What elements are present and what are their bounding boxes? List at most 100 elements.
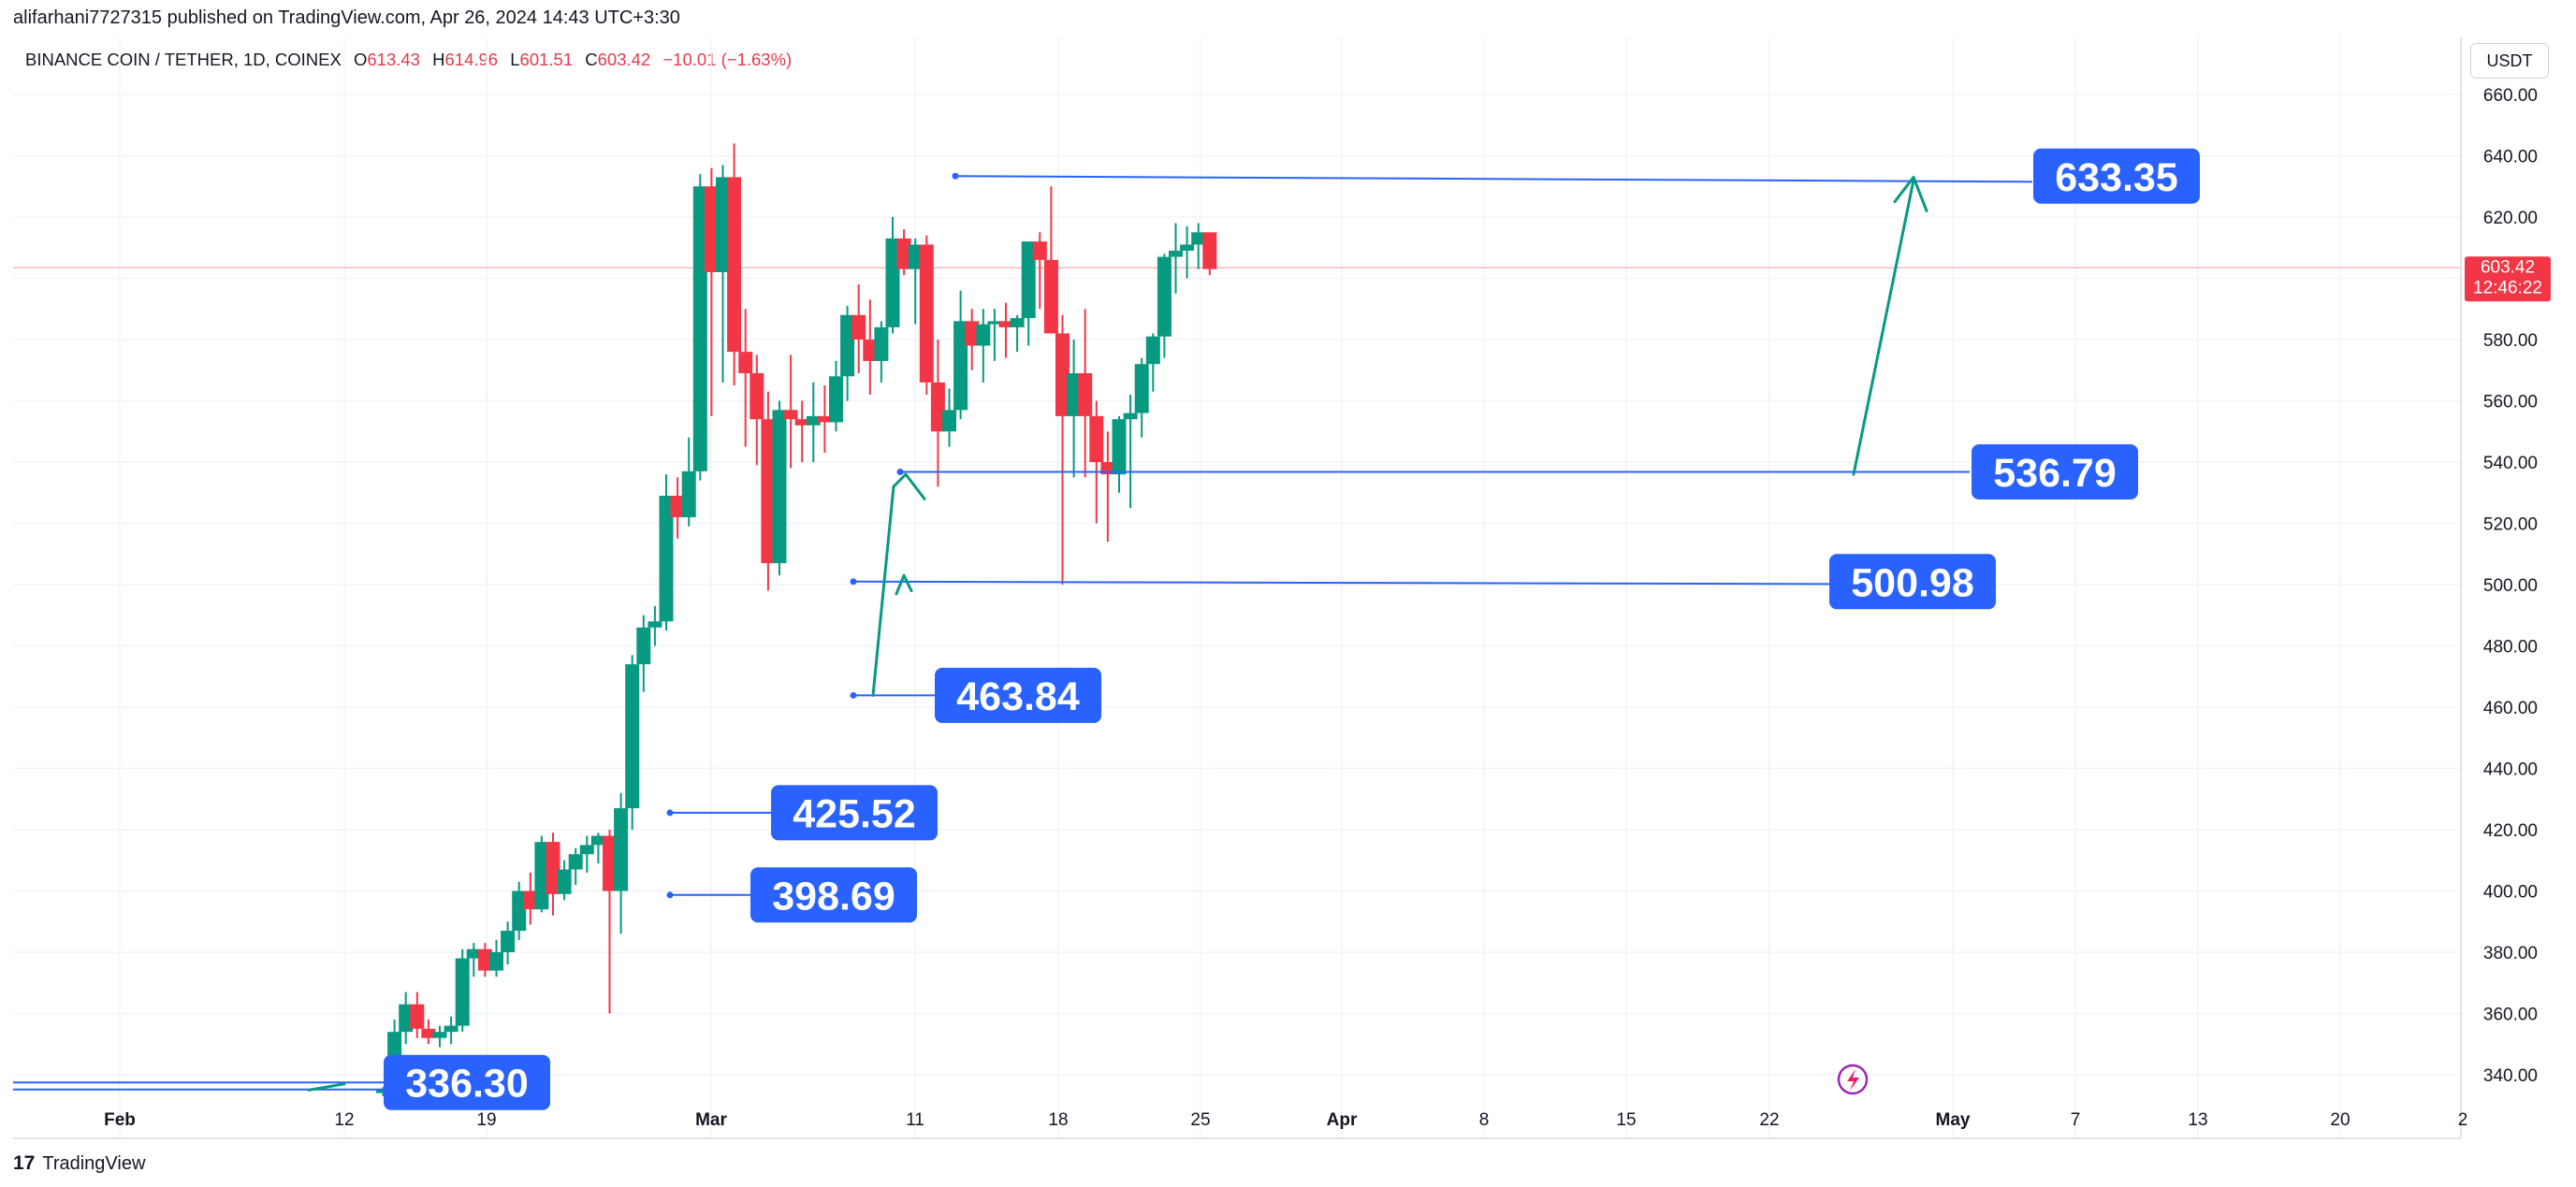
candle-body	[919, 244, 934, 383]
x-tick-label: Apr	[1327, 1110, 1358, 1130]
candle-body	[750, 373, 764, 420]
level-line-633[interactable]	[954, 175, 2033, 183]
candle-body	[930, 382, 945, 432]
candle-body	[421, 1028, 436, 1038]
x-tick-label: 19	[476, 1110, 496, 1130]
price-label-text: 398.69	[772, 874, 895, 919]
candle-body	[399, 1004, 414, 1033]
trend-arrow-head[interactable]	[892, 472, 926, 500]
candle-body	[670, 496, 685, 517]
drawings[interactable]: 633.35 536.79 500.98 463.84 425.52 398.69 336.…	[13, 148, 2200, 1110]
trend-arrow-head-2[interactable]	[895, 573, 913, 596]
price-label-bg	[1972, 444, 2138, 500]
candle-body	[681, 470, 696, 517]
candle-body	[761, 419, 776, 564]
candle-body	[817, 415, 832, 423]
close-value: 603.42	[597, 50, 651, 69]
price-label-text: 633.35	[2055, 155, 2178, 200]
price-label[interactable]: 398.69	[750, 867, 917, 923]
price-tag-price: 603.42	[2481, 257, 2535, 277]
level-handle-425[interactable]	[666, 809, 674, 817]
y-tick-label: 620.00	[2483, 209, 2538, 228]
close-label: C	[585, 50, 598, 69]
candle-body	[1191, 232, 1206, 245]
high-value: 614.96	[444, 50, 499, 69]
candle-body	[794, 419, 809, 426]
candle-body	[455, 958, 470, 1026]
candle-body	[704, 186, 719, 272]
price-tag-countdown: 12:46:22	[2473, 278, 2542, 297]
x-tick-label: 12	[334, 1110, 354, 1130]
candle-body	[806, 415, 821, 426]
change-value: −10.01 (−1.63%)	[662, 50, 793, 69]
candle-body	[885, 238, 900, 327]
candle-body	[477, 948, 492, 971]
price-axis[interactable]: 340.00 360.00 380.00 400.00 420.00 440.00 460.…	[2483, 86, 2538, 1086]
price-label[interactable]: 633.35	[2033, 148, 2200, 204]
level-handle-463[interactable]	[850, 691, 857, 699]
price-label[interactable]: 336.30	[384, 1054, 550, 1110]
y-tick-label: 340.00	[2483, 1066, 2538, 1086]
candles	[376, 143, 1217, 1096]
trend-arrow-shaft[interactable]	[871, 485, 895, 697]
currency-button[interactable]: USDT	[2470, 43, 2549, 79]
x-tick-label: 18	[1048, 1110, 1068, 1130]
candle-body	[692, 186, 707, 471]
price-tag-bg	[2465, 256, 2551, 302]
target-arrow-shaft[interactable]	[1852, 179, 1915, 476]
y-tick-label: 440.00	[2483, 760, 2538, 780]
symbol-legend: BINANCE COIN / TETHER, 1D, COINEX O613.4…	[25, 50, 792, 70]
price-label[interactable]: 500.98	[1829, 554, 1996, 610]
candle-body	[1089, 415, 1104, 462]
price-label[interactable]: 425.52	[771, 785, 938, 841]
level-handle-500[interactable]	[850, 578, 857, 586]
price-label-text: 336.30	[405, 1062, 529, 1107]
candle-body	[568, 854, 583, 870]
tradingview-wordmark: TradingView	[42, 1152, 146, 1174]
level-handle-633[interactable]	[952, 172, 959, 180]
price-label-text: 500.98	[1851, 560, 1974, 605]
low-label: L	[510, 50, 520, 69]
lightning-icon[interactable]	[1837, 1064, 1869, 1095]
x-tick-label: 2	[2458, 1110, 2468, 1130]
candle-body	[863, 340, 878, 361]
level-handle-536[interactable]	[896, 469, 904, 476]
price-label-bg	[935, 667, 1101, 723]
base-arrow[interactable]	[307, 1082, 346, 1092]
candle-body	[738, 352, 753, 374]
high-label: H	[432, 50, 445, 69]
price-label-bg	[771, 785, 938, 841]
x-tick-label: 11	[906, 1110, 924, 1130]
candle-body	[489, 952, 503, 971]
candle-body	[1067, 373, 1082, 416]
symbol-name[interactable]: BINANCE COIN / TETHER, 1D, COINEX	[25, 50, 342, 69]
y-tick-label: 360.00	[2483, 1006, 2538, 1025]
candle-body	[896, 238, 911, 269]
x-tick-label: 20	[2330, 1110, 2350, 1130]
candle-body	[466, 948, 481, 959]
candle-body	[625, 664, 640, 809]
candle-body	[410, 1004, 425, 1029]
x-tick-label: 22	[1759, 1110, 1779, 1130]
price-label[interactable]: 536.79	[1972, 444, 2138, 500]
level-line-500[interactable]	[852, 580, 1832, 586]
x-tick-label: 8	[1479, 1110, 1490, 1130]
time-axis[interactable]: Feb 12 19 Mar 11 18 25 Apr 8 15 22 May 7 13 20 2	[104, 1110, 2467, 1130]
candle-body	[727, 177, 742, 353]
target-arrow-head[interactable]	[1893, 175, 1928, 212]
candle-body	[829, 376, 843, 423]
candle-body	[998, 321, 1013, 327]
candle-body	[1021, 241, 1036, 319]
candle-body	[1055, 333, 1070, 416]
candle-body	[432, 1032, 447, 1038]
y-tick-label: 380.00	[2483, 944, 2538, 963]
price-label-text: 463.84	[956, 674, 1080, 719]
candle-body	[953, 321, 968, 411]
candle-body	[557, 869, 572, 894]
level-handle-398[interactable]	[666, 891, 674, 899]
candle-body	[783, 410, 798, 420]
candle-body	[376, 1090, 390, 1093]
price-label[interactable]: 463.84	[935, 667, 1101, 723]
candle-body	[840, 314, 855, 377]
